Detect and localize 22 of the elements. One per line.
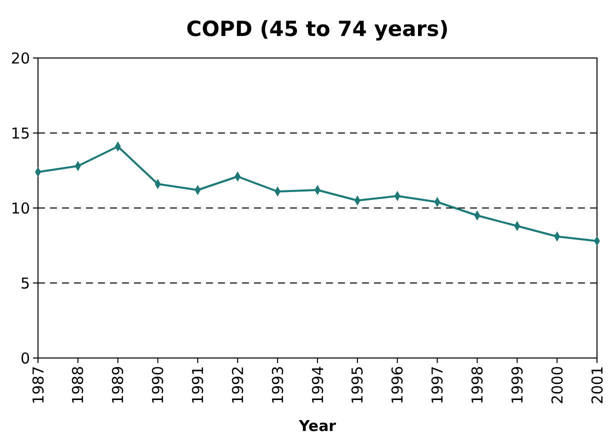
y-tick-label: 5 [20, 274, 30, 292]
x-tick-label: 1988 [69, 366, 88, 404]
x-tick-label: 1992 [228, 366, 247, 404]
x-tick-label: 2000 [548, 366, 566, 404]
x-axis-title: Year [298, 417, 337, 435]
x-tick-label: 1991 [188, 366, 207, 404]
x-tick-label: 1999 [508, 366, 526, 404]
x-tick-label: 1998 [468, 366, 486, 404]
x-tick-label: 1997 [428, 366, 447, 404]
x-tick-label: 1994 [308, 366, 327, 404]
x-tick-label: 2001 [588, 366, 606, 404]
y-tick-label: 15 [10, 124, 30, 142]
y-tick-label: 10 [10, 199, 30, 218]
x-tick-label: 1995 [348, 366, 367, 404]
y-tick-label: 20 [10, 49, 30, 68]
x-tick-label: 1996 [388, 366, 407, 404]
x-tick-label: 1989 [109, 366, 128, 404]
x-tick-label: 1993 [268, 366, 287, 404]
y-tick-label: 0 [20, 349, 30, 368]
x-tick-label: 1987 [29, 366, 48, 404]
x-tick-label: 1990 [149, 366, 168, 404]
chart-title: COPD (45 to 74 years) [186, 17, 449, 41]
